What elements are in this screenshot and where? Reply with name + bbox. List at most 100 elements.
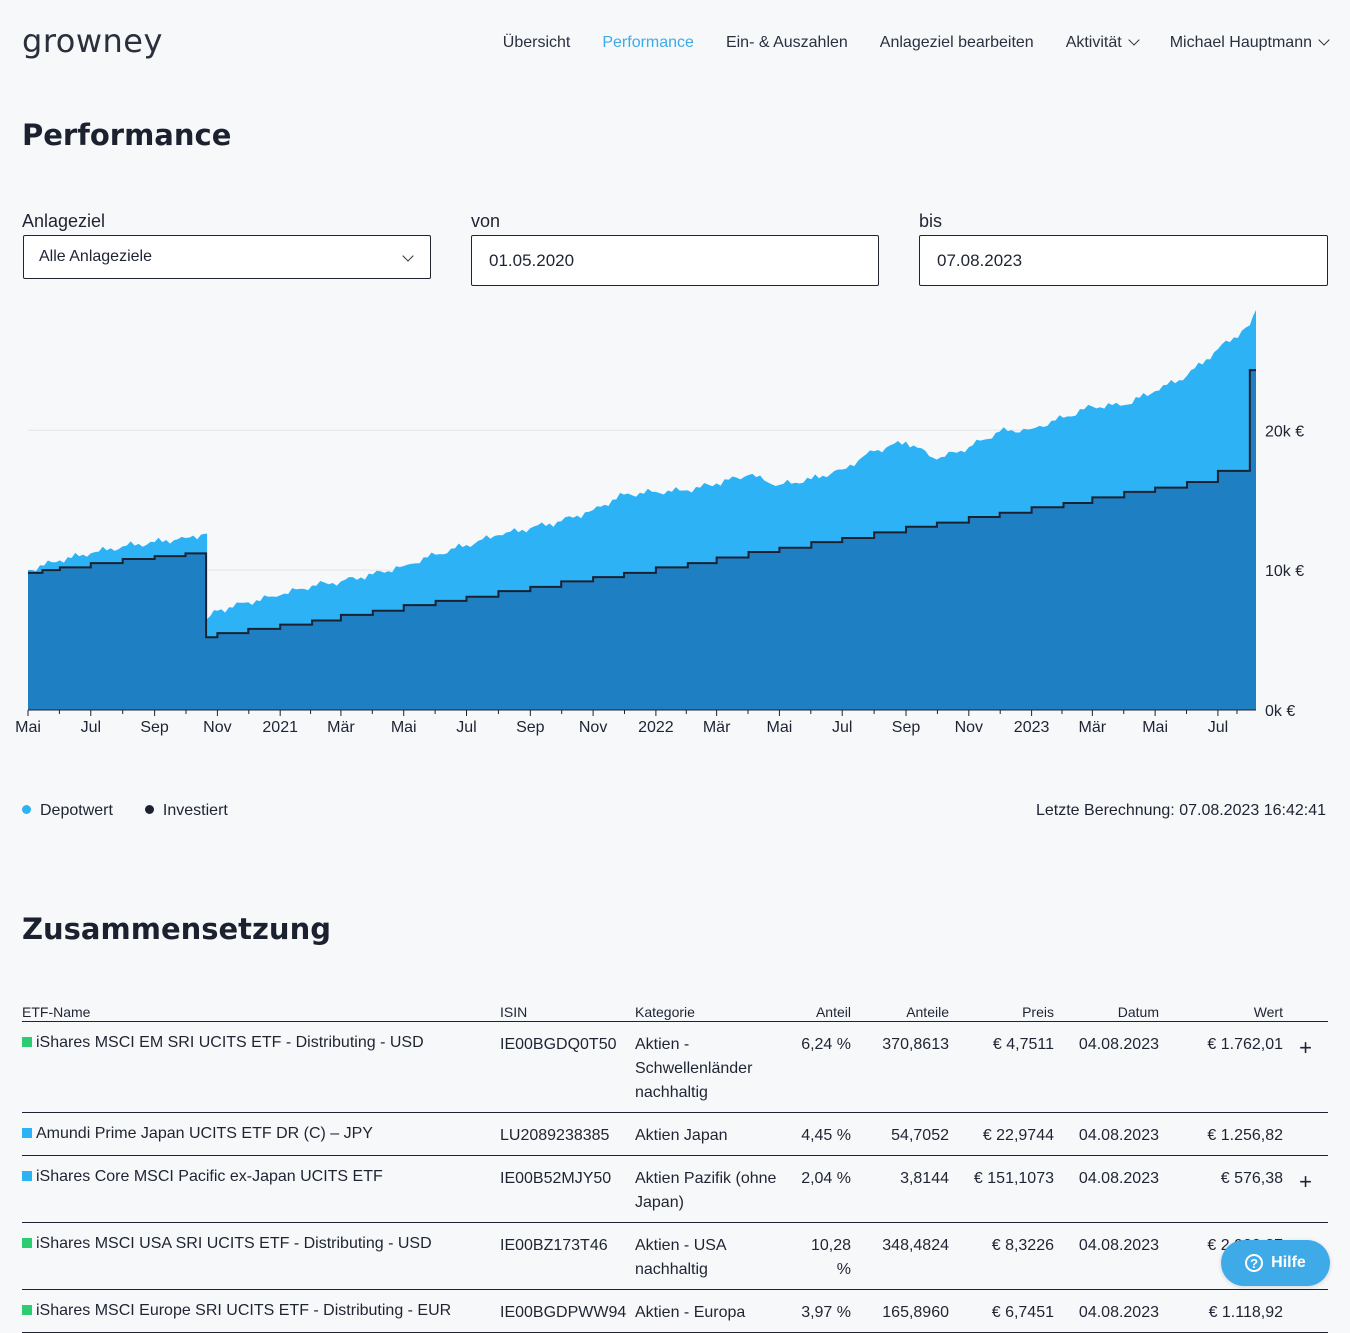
etf-name: Amundi Prime Japan UCITS ETF DR (C) – JP… <box>36 1125 373 1142</box>
category-color-swatch <box>22 1305 32 1315</box>
nav-item-user-menu[interactable]: Michael Hauptmann <box>1169 34 1330 52</box>
cell-name: Amundi Prime Japan UCITS ETF DR (C) – JP… <box>22 1112 500 1156</box>
to-date-input[interactable]: 07.08.2023 <box>919 235 1328 286</box>
cell-date: 04.08.2023 <box>1054 1289 1159 1333</box>
x-tick-label: Mär <box>1079 719 1107 736</box>
legend-label-investiert: Investiert <box>162 802 228 819</box>
cell-share: 3,97 % <box>795 1289 851 1333</box>
expand-row-button[interactable]: + <box>1283 1155 1328 1223</box>
y-tick-label: 20k € <box>1265 423 1304 440</box>
col-header-value: Wert <box>1159 1003 1283 1022</box>
cell-name: iShares Core MSCI Pacific ex-Japan UCITS… <box>22 1155 500 1223</box>
cell-price: € 151,1073 <box>949 1155 1054 1223</box>
table-header-row: ETF-Name ISIN Kategorie Anteil Anteile P… <box>22 1003 1328 1022</box>
to-date-value: 07.08.2023 <box>937 250 1023 270</box>
col-header-isin: ISIN <box>500 1003 635 1022</box>
col-header-date: Datum <box>1054 1003 1159 1022</box>
nav-item-performance[interactable]: Performance <box>602 34 694 51</box>
cell-isin: IE00BZ173T46 <box>500 1222 635 1290</box>
cell-share: 10,28 % <box>795 1222 851 1290</box>
nav-item-uebersicht[interactable]: Übersicht <box>502 34 571 51</box>
from-date-input[interactable]: 01.05.2020 <box>471 235 879 286</box>
cell-price: € 4,7511 <box>949 1021 1054 1113</box>
x-tick-label: 2022 <box>638 719 674 736</box>
cell-isin: LU2089238385 <box>500 1112 635 1156</box>
cell-units: 3,8144 <box>851 1155 949 1223</box>
y-tick-label: 10k € <box>1265 563 1304 580</box>
chevron-down-icon <box>1128 34 1140 46</box>
table-row[interactable]: iShares Core MSCI Pacific ex-Japan UCITS… <box>22 1155 1328 1223</box>
x-tick-label: Jul <box>832 719 852 736</box>
nav-item-anlageziel-bearbeiten[interactable]: Anlageziel bearbeiten <box>879 34 1034 51</box>
series-line-investiert <box>28 369 1256 639</box>
goal-select-value: Alle Anlageziele <box>39 248 152 265</box>
x-tick-label: Mär <box>703 719 731 736</box>
brand-logo[interactable]: growney <box>22 22 163 60</box>
cell-name: iShares MSCI EM SRI UCITS ETF - Distribu… <box>22 1021 500 1113</box>
cell-category: Aktien - USA nachhaltig <box>635 1222 795 1290</box>
cell-share: 6,24 % <box>795 1021 851 1113</box>
cell-isin: IE00BGDQ0T50 <box>500 1021 635 1113</box>
expand-row-button <box>1283 1112 1328 1156</box>
etf-name: iShares Core MSCI Pacific ex-Japan UCITS… <box>36 1168 383 1185</box>
cell-value: € 1.762,01 <box>1159 1021 1283 1113</box>
from-date-label: von <box>471 211 501 231</box>
x-tick-label: Jul <box>1208 719 1228 736</box>
composition-title: Zusammensetzung <box>22 912 331 946</box>
cell-isin: IE00B52MJY50 <box>500 1155 635 1223</box>
series-area-investiert <box>28 370 1256 710</box>
x-tick-label: 2023 <box>1014 719 1050 736</box>
goal-select[interactable]: Alle Anlageziele <box>23 235 431 279</box>
cell-share: 2,04 % <box>795 1155 851 1223</box>
legend-item-investiert[interactable]: Investiert <box>144 802 228 820</box>
nav-item-aktivitaet[interactable]: Aktivität <box>1066 34 1140 52</box>
category-color-swatch <box>22 1238 32 1248</box>
cell-value: € 1.256,82 <box>1159 1112 1283 1156</box>
cell-date: 04.08.2023 <box>1054 1112 1159 1156</box>
nav-item-ein-auszahlen[interactable]: Ein- & Auszahlen <box>725 34 848 51</box>
etf-name: iShares MSCI Europe SRI UCITS ETF - Dist… <box>36 1302 452 1319</box>
etf-name: iShares MSCI USA SRI UCITS ETF - Distrib… <box>36 1235 432 1252</box>
x-tick-label: Sep <box>892 719 921 736</box>
table-row[interactable]: iShares MSCI EM SRI UCITS ETF - Distribu… <box>22 1021 1328 1113</box>
x-tick-label: Mai <box>15 719 41 736</box>
col-header-name: ETF-Name <box>22 1003 500 1022</box>
cell-units: 165,8960 <box>851 1289 949 1333</box>
legend-item-depotwert[interactable]: Depotwert <box>22 802 113 820</box>
x-tick-label: 2021 <box>262 719 298 736</box>
x-tick-label: Mai <box>391 719 417 736</box>
x-tick-label: Nov <box>203 719 231 736</box>
cell-price: € 8,3226 <box>949 1222 1054 1290</box>
col-header-price: Preis <box>949 1003 1054 1022</box>
composition-table-body: iShares MSCI EM SRI UCITS ETF - Distribu… <box>22 1021 1328 1333</box>
table-row[interactable]: iShares MSCI USA SRI UCITS ETF - Distrib… <box>22 1222 1328 1290</box>
performance-chart[interactable]: Mai Jul Sep Nov 2021 Mär Mai Jul Sep Nov 2022 Mär Ma… <box>0 300 1350 745</box>
help-button[interactable]: ? Hilfe <box>1221 1240 1330 1286</box>
cell-category: Aktien Pazifik (ohne Japan) <box>635 1155 795 1223</box>
cell-date: 04.08.2023 <box>1054 1021 1159 1113</box>
help-button-label: Hilfe <box>1271 1254 1306 1271</box>
x-tick-label: Mai <box>1142 719 1168 736</box>
last-calculation: Letzte Berechnung: 07.08.2023 16:42:41 <box>1035 802 1326 819</box>
cell-date: 04.08.2023 <box>1054 1222 1159 1290</box>
x-tick-label: Sep <box>516 719 545 736</box>
x-tick-label: Mai <box>767 719 793 736</box>
expand-row-button <box>1283 1289 1328 1333</box>
cell-category: Aktien Japan <box>635 1112 795 1156</box>
cell-price: € 22,9744 <box>949 1112 1054 1156</box>
x-tick-label: Nov <box>955 719 983 736</box>
chart-legend: Depotwert Investiert <box>22 802 228 820</box>
cell-share: 4,45 % <box>795 1112 851 1156</box>
table-row[interactable]: iShares MSCI Europe SRI UCITS ETF - Dist… <box>22 1289 1328 1333</box>
table-row[interactable]: Amundi Prime Japan UCITS ETF DR (C) – JP… <box>22 1112 1328 1156</box>
y-tick-label: 0k € <box>1265 703 1295 720</box>
legend-dot-depotwert <box>22 805 31 814</box>
expand-row-button[interactable]: + <box>1283 1021 1328 1113</box>
cell-units: 348,4824 <box>851 1222 949 1290</box>
cell-date: 04.08.2023 <box>1054 1155 1159 1223</box>
from-date-value: 01.05.2020 <box>489 250 575 270</box>
cell-name: iShares MSCI Europe SRI UCITS ETF - Dist… <box>22 1289 500 1333</box>
x-tick-label: Jul <box>81 719 101 736</box>
category-color-swatch <box>22 1171 32 1181</box>
user-name: Michael Hauptmann <box>1169 34 1312 51</box>
